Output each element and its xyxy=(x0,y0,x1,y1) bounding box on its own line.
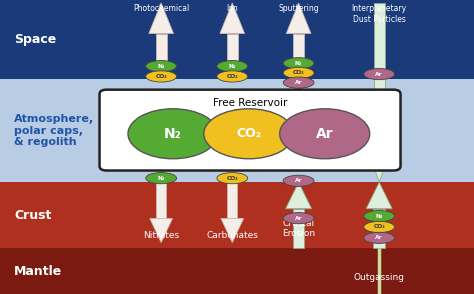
Ellipse shape xyxy=(283,58,314,69)
Text: Nitrates: Nitrates xyxy=(143,230,179,240)
Polygon shape xyxy=(221,218,244,243)
Text: N₂: N₂ xyxy=(164,127,182,141)
Polygon shape xyxy=(149,3,173,34)
Text: CO₂: CO₂ xyxy=(155,74,167,79)
Text: CO₂: CO₂ xyxy=(236,127,262,140)
Polygon shape xyxy=(286,3,311,34)
Bar xyxy=(0,0,474,79)
Ellipse shape xyxy=(283,213,314,224)
Ellipse shape xyxy=(204,109,294,159)
Bar xyxy=(0,79,474,182)
Text: CO₂: CO₂ xyxy=(227,176,238,181)
Text: Ar: Ar xyxy=(316,127,334,141)
Ellipse shape xyxy=(364,221,394,233)
Ellipse shape xyxy=(128,109,218,159)
Ellipse shape xyxy=(364,69,394,80)
Text: Space: Space xyxy=(14,33,56,46)
Ellipse shape xyxy=(217,61,247,72)
Bar xyxy=(0,248,474,294)
Text: Ar: Ar xyxy=(375,71,383,77)
Text: Outgassing: Outgassing xyxy=(354,273,405,282)
Bar xyxy=(156,182,166,218)
Ellipse shape xyxy=(283,175,314,186)
Ellipse shape xyxy=(280,109,370,159)
Bar xyxy=(155,34,167,79)
Text: Ar: Ar xyxy=(295,178,302,183)
Polygon shape xyxy=(367,147,392,182)
Text: Photochemical: Photochemical xyxy=(133,4,189,14)
Text: CO₂: CO₂ xyxy=(227,74,238,79)
Polygon shape xyxy=(150,218,173,243)
Text: Carbonates: Carbonates xyxy=(206,230,258,240)
Bar xyxy=(227,34,238,79)
Ellipse shape xyxy=(217,71,247,82)
FancyBboxPatch shape xyxy=(100,90,401,171)
Text: Sputtering: Sputtering xyxy=(278,4,319,14)
Ellipse shape xyxy=(364,232,394,243)
Text: N₂: N₂ xyxy=(375,213,383,219)
Bar xyxy=(227,182,237,218)
Text: N₂: N₂ xyxy=(228,64,236,69)
Bar xyxy=(293,209,304,248)
Polygon shape xyxy=(366,182,392,209)
Ellipse shape xyxy=(283,67,314,78)
Ellipse shape xyxy=(146,71,176,82)
Text: CO₂: CO₂ xyxy=(374,224,385,230)
Text: Atmosphere,
polar caps,
& regolith: Atmosphere, polar caps, & regolith xyxy=(14,114,94,147)
Bar xyxy=(0,182,474,248)
Text: Free Reservoir: Free Reservoir xyxy=(213,98,287,108)
Text: N₂: N₂ xyxy=(157,64,165,69)
Text: Ar: Ar xyxy=(295,80,302,85)
Text: Ion: Ion xyxy=(227,4,238,14)
Text: Mantle: Mantle xyxy=(14,265,63,278)
Ellipse shape xyxy=(364,211,394,222)
Text: Crustal
Erosion: Crustal Erosion xyxy=(282,219,315,238)
Text: CO₂: CO₂ xyxy=(293,70,304,76)
Text: Interplanetary
Dust Particles: Interplanetary Dust Particles xyxy=(352,4,407,24)
Text: N₂: N₂ xyxy=(157,176,165,181)
Bar xyxy=(293,34,304,79)
Bar xyxy=(374,3,385,147)
Text: Crust: Crust xyxy=(14,209,52,222)
Ellipse shape xyxy=(146,173,176,184)
Text: Ar: Ar xyxy=(375,235,383,240)
Polygon shape xyxy=(285,182,311,209)
Bar xyxy=(374,209,385,248)
Text: Ar: Ar xyxy=(295,216,302,221)
Polygon shape xyxy=(220,3,245,34)
Text: N₂: N₂ xyxy=(295,61,302,66)
Ellipse shape xyxy=(283,77,314,88)
Ellipse shape xyxy=(217,173,247,184)
Ellipse shape xyxy=(146,61,176,72)
